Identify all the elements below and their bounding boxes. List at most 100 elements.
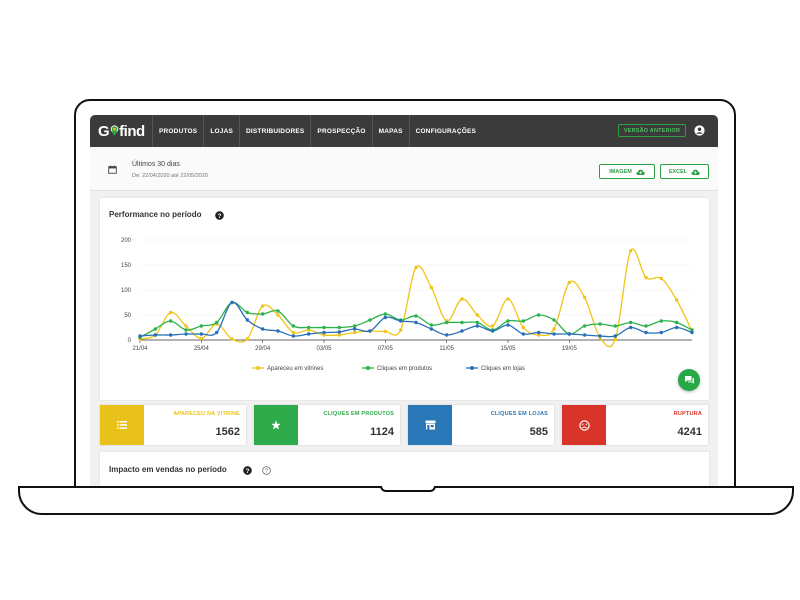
nav-produtos[interactable]: PRODUTOS: [152, 115, 203, 147]
help-icon[interactable]: ?: [243, 466, 252, 475]
info-outline-icon[interactable]: ?: [262, 466, 271, 475]
data-point[interactable]: [506, 319, 510, 323]
data-point[interactable]: [306, 328, 311, 332]
kpi-card-lojas[interactable]: CLIQUES EM LOJAS 585: [408, 405, 554, 445]
data-point[interactable]: [184, 332, 188, 336]
export-image-button[interactable]: IMAGEM: [599, 164, 655, 179]
data-point[interactable]: [245, 318, 250, 322]
data-point[interactable]: [168, 310, 173, 315]
data-point[interactable]: [628, 320, 633, 325]
data-point[interactable]: [552, 318, 556, 322]
data-point[interactable]: [444, 333, 449, 337]
data-point[interactable]: [322, 333, 326, 337]
data-point[interactable]: [153, 327, 158, 331]
data-point[interactable]: [690, 328, 694, 332]
legend-label[interactable]: Cliques em produtos: [377, 366, 432, 372]
data-point[interactable]: [613, 337, 618, 341]
data-point[interactable]: [383, 329, 388, 334]
data-point[interactable]: [460, 297, 464, 301]
data-point[interactable]: [429, 327, 434, 331]
data-point[interactable]: [199, 332, 204, 336]
nav-distribuidores[interactable]: DISTRIBUIDORES: [239, 115, 310, 147]
data-point[interactable]: [598, 322, 602, 326]
nav-configuracoes[interactable]: CONFIGURAÇÕES: [408, 115, 482, 147]
data-point[interactable]: [582, 295, 587, 300]
data-point[interactable]: [199, 324, 204, 328]
data-point[interactable]: [521, 319, 526, 323]
data-point[interactable]: [506, 297, 510, 301]
data-point[interactable]: [414, 314, 418, 318]
data-point[interactable]: [352, 327, 357, 331]
data-point[interactable]: [352, 324, 357, 328]
period-title[interactable]: Últimos 30 dias: [132, 161, 180, 168]
data-point[interactable]: [628, 325, 633, 330]
data-point[interactable]: [521, 332, 526, 336]
data-point[interactable]: [291, 330, 296, 335]
data-point[interactable]: [536, 333, 541, 337]
data-point[interactable]: [184, 328, 188, 332]
data-point[interactable]: [230, 300, 234, 305]
data-point[interactable]: [245, 337, 250, 341]
data-point[interactable]: [230, 337, 234, 341]
data-point[interactable]: [214, 320, 219, 325]
legend-label[interactable]: Apareceu em vitrines: [267, 366, 323, 372]
data-point[interactable]: [598, 334, 602, 338]
data-point[interactable]: [444, 320, 449, 325]
nav-prospeccao[interactable]: PROSPECÇÃO: [310, 115, 371, 147]
nav-mapas[interactable]: MAPAS: [371, 115, 409, 147]
data-point[interactable]: [659, 276, 664, 281]
data-point[interactable]: [306, 325, 311, 330]
data-point[interactable]: [337, 330, 342, 334]
previous-version-button[interactable]: VERSÃO ANTERIOR: [618, 124, 686, 137]
kpi-card-ruptura[interactable]: RUPTURA 4241: [562, 405, 708, 445]
data-point[interactable]: [628, 249, 633, 253]
data-point[interactable]: [414, 320, 418, 325]
data-point[interactable]: [383, 312, 388, 316]
data-point[interactable]: [322, 325, 326, 330]
data-point[interactable]: [490, 329, 495, 333]
data-point[interactable]: [674, 320, 679, 325]
data-point[interactable]: [567, 280, 572, 285]
data-point[interactable]: [613, 334, 618, 338]
chat-button[interactable]: [678, 369, 700, 391]
data-point[interactable]: [337, 325, 342, 330]
nav-lojas[interactable]: LOJAS: [203, 115, 239, 147]
data-point[interactable]: [659, 330, 664, 335]
data-point[interactable]: [475, 313, 480, 317]
data-point[interactable]: [260, 312, 265, 316]
data-point[interactable]: [368, 329, 372, 333]
data-point[interactable]: [276, 309, 280, 313]
data-point[interactable]: [536, 330, 541, 335]
data-point[interactable]: [168, 319, 173, 323]
data-point[interactable]: [184, 324, 188, 328]
data-point[interactable]: [582, 324, 587, 328]
data-point[interactable]: [245, 310, 250, 315]
data-point[interactable]: [260, 304, 265, 308]
data-point[interactable]: [153, 333, 158, 337]
data-point[interactable]: [644, 330, 648, 335]
user-account-icon[interactable]: [694, 125, 705, 136]
data-point[interactable]: [490, 324, 495, 328]
data-point[interactable]: [674, 298, 679, 302]
kpi-card-produtos[interactable]: CLIQUES EM PRODUTOS 1124: [254, 405, 400, 445]
data-point[interactable]: [475, 320, 480, 325]
data-point[interactable]: [582, 333, 587, 337]
data-point[interactable]: [674, 325, 679, 330]
data-point[interactable]: [429, 285, 434, 290]
calendar-icon[interactable]: [108, 165, 117, 174]
data-point[interactable]: [276, 329, 280, 333]
data-point[interactable]: [138, 334, 142, 338]
data-point[interactable]: [306, 332, 311, 336]
data-point[interactable]: [552, 327, 556, 331]
data-point[interactable]: [276, 313, 280, 317]
data-point[interactable]: [352, 330, 357, 335]
data-point[interactable]: [337, 333, 342, 337]
data-point[interactable]: [644, 324, 648, 328]
data-point[interactable]: [368, 318, 372, 322]
data-point[interactable]: [291, 334, 296, 338]
data-point[interactable]: [536, 313, 541, 317]
data-point[interactable]: [168, 333, 173, 337]
legend-label[interactable]: Cliques em lojas: [481, 366, 525, 372]
data-point[interactable]: [690, 330, 694, 335]
data-point[interactable]: [429, 323, 434, 327]
